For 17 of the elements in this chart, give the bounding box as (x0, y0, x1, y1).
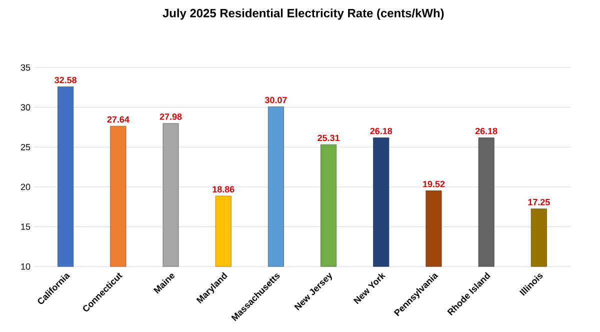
y-tick-label: 35 (20, 64, 30, 71)
y-tick-label: 25 (20, 144, 30, 150)
data-label: 25.31 (318, 134, 340, 142)
data-label: 26.18 (475, 128, 498, 134)
y-tick-label: 30 (20, 104, 30, 111)
y-tick-label: 15 (21, 224, 30, 230)
y-tick-label: 20 (20, 184, 30, 190)
data-label: 17.25 (528, 199, 550, 206)
data-label: 32.58 (54, 77, 77, 84)
data-label: 27.98 (160, 114, 182, 120)
y-tick-label: 10 (21, 263, 30, 270)
data-label: 27.64 (107, 116, 130, 123)
data-label: 30.07 (264, 97, 287, 104)
chart-title: July 2025 Residential Electricity Rate (cents/kWh) (162, 8, 444, 20)
data-label: 18.86 (212, 186, 234, 193)
data-label: 19.52 (423, 181, 445, 188)
data-label: 26.18 (370, 128, 392, 134)
